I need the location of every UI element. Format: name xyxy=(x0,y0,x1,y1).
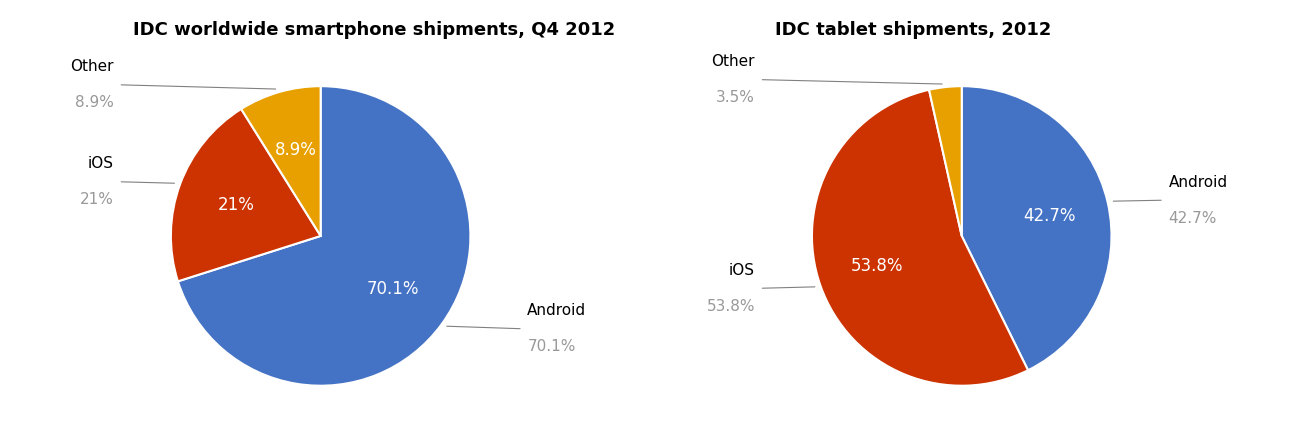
Text: 70.1%: 70.1% xyxy=(367,280,419,298)
Text: iOS: iOS xyxy=(729,263,755,278)
Text: Android: Android xyxy=(1168,174,1228,190)
Text: iOS: iOS xyxy=(88,156,114,171)
Text: 8.9%: 8.9% xyxy=(75,95,114,110)
Text: 42.7%: 42.7% xyxy=(1168,210,1216,226)
Text: Other: Other xyxy=(711,54,755,69)
Text: 70.1%: 70.1% xyxy=(527,339,576,354)
Text: 53.8%: 53.8% xyxy=(850,257,903,275)
Text: 8.9%: 8.9% xyxy=(275,141,317,159)
Wedge shape xyxy=(178,86,470,386)
Wedge shape xyxy=(813,90,1028,386)
Text: 3.5%: 3.5% xyxy=(716,90,755,105)
Text: IDC worldwide smartphone shipments, Q4 2012: IDC worldwide smartphone shipments, Q4 2… xyxy=(134,21,615,39)
Wedge shape xyxy=(929,86,962,236)
Text: 21%: 21% xyxy=(80,192,114,207)
Wedge shape xyxy=(171,109,321,281)
Text: 21%: 21% xyxy=(218,196,254,214)
Text: 53.8%: 53.8% xyxy=(706,299,755,314)
Text: IDC tablet shipments, 2012: IDC tablet shipments, 2012 xyxy=(775,21,1051,39)
Wedge shape xyxy=(962,86,1111,370)
Wedge shape xyxy=(241,86,321,236)
Text: Other: Other xyxy=(70,59,114,74)
Text: Android: Android xyxy=(527,303,587,318)
Text: 42.7%: 42.7% xyxy=(1023,206,1076,225)
